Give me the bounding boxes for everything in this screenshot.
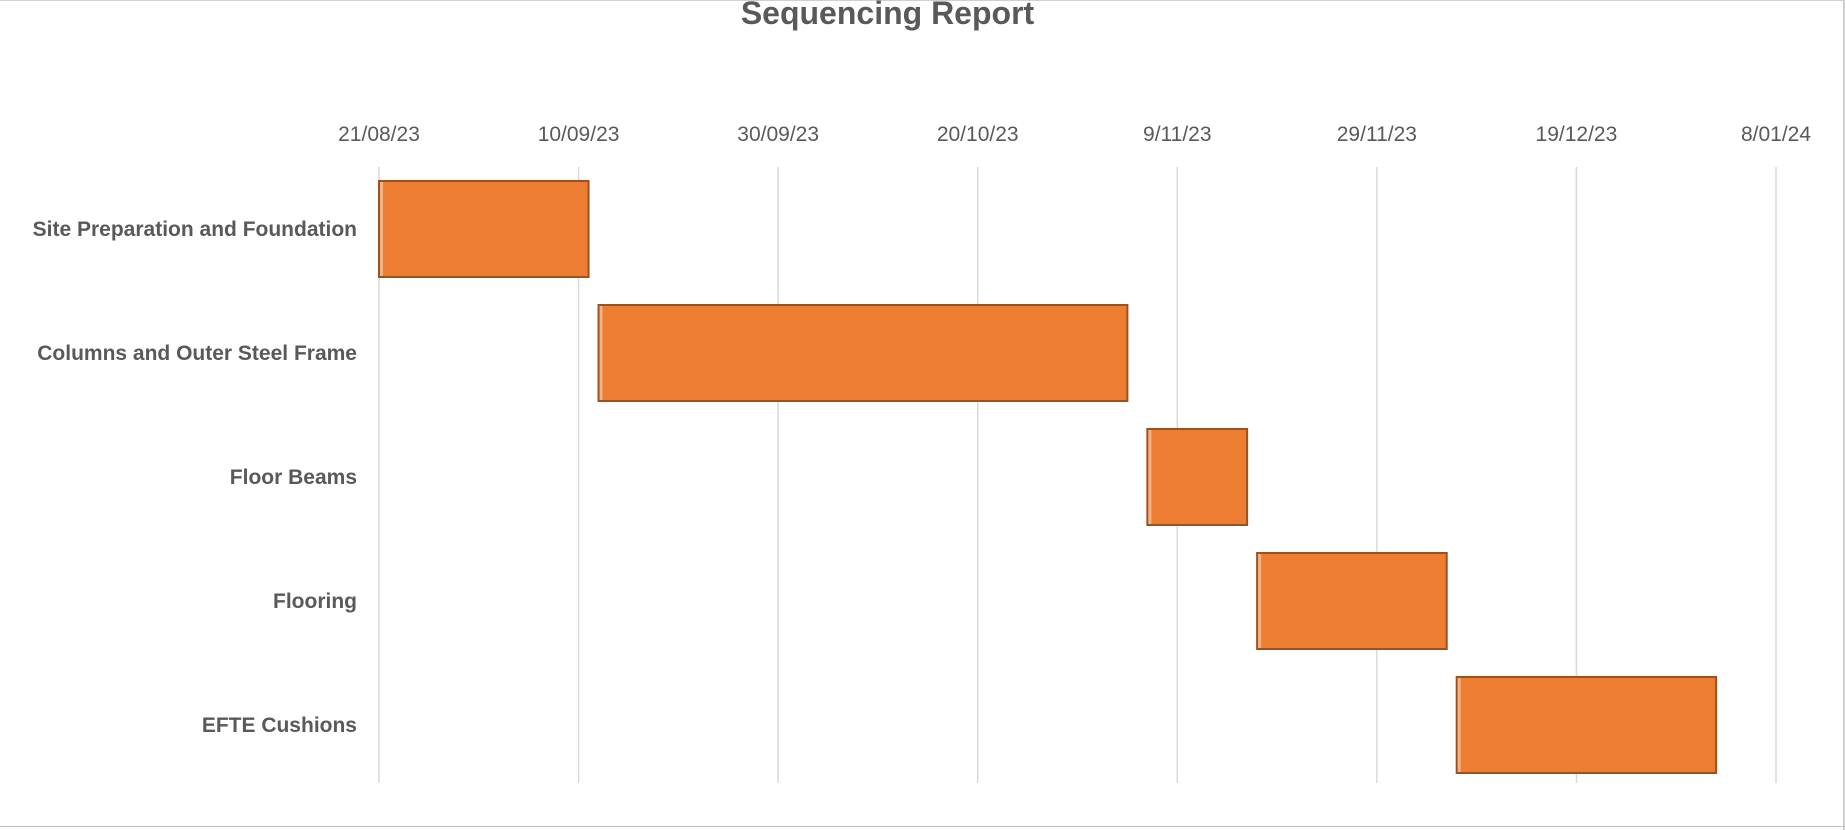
gantt-bar-highlight (1148, 430, 1152, 524)
x-tick-label: 21/08/23 (338, 123, 420, 146)
category-label: EFTE Cushions (202, 714, 357, 737)
chart-border-top (0, 0, 1845, 1)
x-axis-ticks: 21/08/23 10/09/23 30/09/23 20/10/23 9/11/23 2… (338, 123, 1811, 146)
gantt-bar-highlight (1457, 678, 1461, 772)
gantt-bar[interactable] (1455, 676, 1718, 774)
category-labels: Site Preparation and Foundation Columns a… (33, 218, 357, 737)
category-label: Flooring (273, 590, 357, 613)
x-tick-label: 19/12/23 (1536, 123, 1618, 146)
gantt-bar[interactable] (1146, 428, 1249, 526)
x-tick-label: 30/09/23 (737, 123, 819, 146)
bars (378, 180, 1718, 774)
chart-title: Sequencing Report (740, 0, 1035, 31)
chart-border-bottom (0, 826, 1845, 827)
gantt-bar[interactable] (1256, 552, 1448, 650)
category-label: Floor Beams (230, 466, 357, 489)
x-tick-label: 9/11/23 (1143, 123, 1212, 146)
gantt-bar[interactable] (597, 304, 1129, 402)
category-label: Site Preparation and Foundation (33, 218, 357, 241)
category-label: Columns and Outer Steel Frame (37, 342, 357, 365)
x-tick-label: 10/09/23 (538, 123, 620, 146)
gantt-bar-highlight (380, 182, 383, 276)
gantt-bar-highlight (599, 306, 603, 400)
x-tick-label: 20/10/23 (937, 123, 1019, 146)
x-tick-label: 29/11/23 (1337, 123, 1417, 146)
chart-border-right (1843, 0, 1845, 830)
x-tick-label: 8/01/24 (1741, 123, 1811, 146)
gantt-bar[interactable] (378, 180, 590, 278)
gantt-bar-highlight (1258, 554, 1262, 648)
